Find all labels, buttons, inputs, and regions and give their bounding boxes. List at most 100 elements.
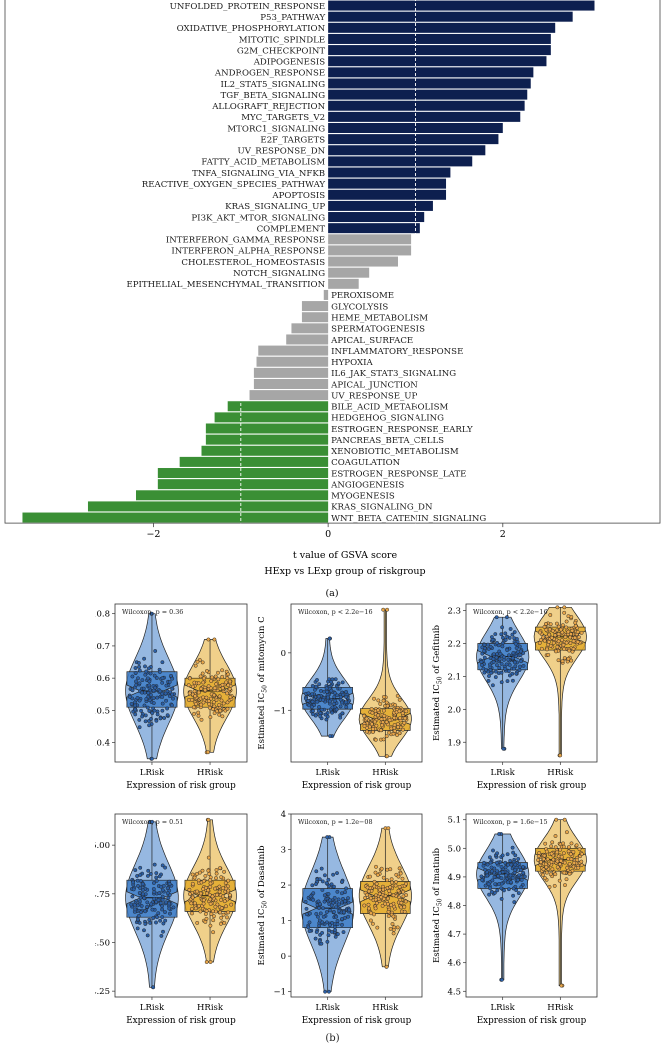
data-point — [573, 623, 578, 628]
data-point — [148, 693, 153, 697]
y-tick-label: −1 — [273, 706, 286, 716]
data-point — [165, 891, 170, 896]
data-point — [148, 920, 153, 925]
data-point — [208, 923, 213, 928]
data-point — [504, 615, 509, 620]
data-point — [391, 914, 396, 919]
data-point — [518, 664, 522, 669]
data-point — [541, 872, 545, 877]
y-tick-label: 4.75 — [95, 890, 110, 900]
data-point — [340, 711, 345, 716]
data-point — [151, 701, 156, 706]
data-point — [506, 862, 511, 867]
bar-kras_signaling_up — [328, 200, 433, 211]
data-point — [347, 907, 352, 912]
data-point — [187, 892, 192, 896]
data-point — [493, 882, 498, 887]
data-point — [500, 625, 505, 630]
data-point — [480, 645, 485, 650]
data-point — [190, 872, 195, 877]
data-point — [222, 920, 227, 925]
bar-label: REACTIVE_OXYGEN_SPECIES_PATHWAY — [142, 180, 326, 190]
data-point — [385, 754, 389, 759]
data-point — [324, 881, 329, 886]
data-point — [488, 886, 493, 891]
data-point — [304, 906, 309, 911]
data-point — [332, 691, 337, 696]
bar-interferon_alpha_response — [328, 245, 412, 256]
data-point — [317, 923, 322, 928]
data-point — [512, 636, 517, 641]
data-point — [198, 909, 203, 914]
data-point — [344, 705, 349, 710]
data-point — [499, 632, 504, 637]
data-point — [211, 914, 216, 919]
data-point — [213, 904, 218, 909]
data-point — [519, 885, 524, 890]
data-point — [483, 883, 488, 888]
bar-label: P53_PATHWAY — [260, 13, 325, 23]
data-point — [151, 881, 156, 885]
data-point — [206, 868, 211, 873]
data-point — [304, 912, 309, 917]
ic50-panel-metformin: 10.4 10.5 10.6 10.7 10.8 LRisk HRisk Wilcoxon, … — [85, 600, 255, 795]
bar-label: APOPTOSIS — [271, 191, 325, 201]
y-tick-label: 1.9 — [447, 738, 461, 748]
data-point — [154, 676, 159, 680]
data-point — [133, 907, 138, 912]
data-point — [204, 908, 209, 913]
x-axis-title: Expression of risk group — [302, 1016, 412, 1026]
data-point — [135, 917, 140, 922]
data-point — [157, 891, 162, 896]
data-point — [551, 640, 556, 645]
data-point — [334, 707, 339, 712]
data-point — [502, 655, 507, 660]
data-point — [160, 680, 165, 685]
y-tick-label: 10.7 — [95, 642, 110, 652]
data-point — [335, 871, 339, 876]
data-point — [512, 900, 517, 905]
data-point — [562, 647, 567, 651]
data-point — [376, 698, 381, 703]
x-tick-label: LRisk — [316, 1003, 341, 1013]
data-point — [152, 673, 157, 678]
data-point — [220, 686, 225, 690]
bar-pi3k_akt_mtor_signaling — [328, 212, 425, 223]
data-point — [338, 694, 343, 699]
data-point — [206, 684, 211, 689]
data-point — [569, 658, 574, 663]
data-point — [315, 699, 320, 704]
data-point — [561, 841, 566, 846]
x-tick-label: LRisk — [316, 768, 341, 778]
data-point — [545, 857, 550, 862]
bar-label: MTORC1_SIGNALING — [227, 124, 325, 134]
bar-epithelial_mesenchymal_transition — [328, 278, 359, 289]
data-point — [395, 925, 400, 930]
data-point — [515, 878, 520, 883]
data-point — [152, 896, 157, 901]
y-tick-label: 5.0 — [447, 844, 461, 854]
data-point — [550, 628, 555, 633]
ic50-panel-gefitinib: 1.9 2.0 2.1 2.2 2.3 LRisk HRisk Wilcoxon, p < 2… — [430, 600, 605, 795]
data-point — [306, 698, 311, 703]
y-axis-title: Estimated IC50 of Imatinib — [432, 847, 444, 963]
panel-label-b: (b) — [325, 1033, 340, 1044]
data-point — [199, 717, 204, 722]
data-point — [210, 675, 214, 680]
data-point — [572, 635, 577, 640]
bar-label: TNFA_SIGNALING_VIA_NFKB — [192, 169, 325, 179]
data-point — [404, 881, 408, 886]
data-point — [319, 866, 324, 871]
data-point — [479, 874, 484, 879]
y-tick-label: 4.50 — [95, 938, 110, 948]
data-point — [389, 726, 394, 731]
data-point — [333, 927, 338, 932]
data-point — [402, 909, 407, 914]
data-point — [499, 886, 504, 891]
data-point — [162, 716, 167, 720]
data-point — [163, 865, 168, 870]
y-tick-label: 4.5 — [447, 987, 461, 997]
data-point — [344, 886, 349, 891]
data-point — [155, 695, 160, 700]
data-point — [344, 694, 348, 699]
